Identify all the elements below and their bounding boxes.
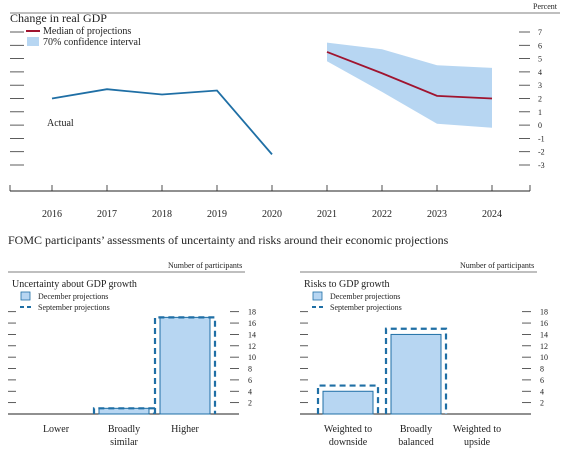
panel-y-tick-label: 16 [248, 319, 256, 328]
participants-label: Number of participants [460, 261, 534, 270]
category-label: Higher [171, 424, 199, 435]
gdp-y-tick-label: 7 [538, 28, 542, 37]
september-bar [316, 384, 380, 414]
gdp-y-tick-label: -2 [538, 148, 545, 157]
gdp-x-tick-label: 2023 [427, 209, 447, 220]
gdp-x-ticks: 2016 2017 2018 2019 2020 2021 2022 2023 2024 [9, 185, 531, 220]
median-line [326, 51, 493, 100]
panel-title: Risks to GDP growth [304, 279, 389, 290]
legend-september-label: September projections [38, 303, 110, 312]
legend-december-label: December projections [38, 292, 108, 301]
december-bar [390, 333, 442, 415]
section-heading: FOMC participants’ assessments of uncert… [8, 233, 449, 247]
gdp-y-tick-label: -1 [538, 134, 545, 143]
panel-y-tick-label: 2 [248, 399, 252, 408]
september-bar [384, 327, 448, 414]
panel-y-tick-label: 8 [540, 365, 544, 374]
panel-y-tick-label: 18 [540, 308, 548, 317]
category-label: downside [329, 437, 368, 448]
panel-y-tick-label: 2 [540, 399, 544, 408]
gdp-left-ticks [10, 31, 24, 166]
category-label: Weighted to [324, 424, 372, 435]
gdp-x-tick-label: 2020 [262, 209, 282, 220]
panel-y-tick-label: 18 [248, 308, 256, 317]
legend-december-swatch [312, 291, 323, 301]
december-bar [322, 390, 374, 415]
panel-y-tick-label: 4 [248, 387, 252, 396]
panel-y-tick-label: 4 [540, 387, 544, 396]
gdp-x-tick-label: 2019 [207, 209, 227, 220]
panel-y-tick-label: 14 [248, 330, 256, 339]
gdp-x-tick-label: 2021 [317, 209, 337, 220]
panel-y-tick-label: 12 [248, 342, 256, 351]
gdp-y-tick-label: 4 [538, 68, 542, 77]
gdp-legend: Median of projections 70% confidence int… [26, 26, 141, 48]
gdp-x-tick-label: 2024 [482, 209, 502, 220]
legend-december-swatch [20, 291, 31, 301]
participants-label: Number of participants [168, 261, 242, 270]
september-bar [92, 407, 156, 414]
panel-y-tick-label: 10 [248, 353, 256, 362]
gdp-x-tick-label: 2017 [97, 209, 117, 220]
actual-line [51, 88, 273, 155]
category-label: Weighted to [453, 424, 501, 435]
category-label: upside [464, 437, 491, 448]
gdp-y-tick-label: 6 [538, 41, 542, 50]
category-label: Lower [43, 424, 70, 435]
gdp-y-tick-label: 0 [538, 121, 542, 130]
series-lines [51, 51, 493, 155]
panel-y-tick-label: 16 [540, 319, 548, 328]
legend-december-label: December projections [330, 292, 400, 301]
category-label: Broadly [108, 424, 140, 435]
risks-panel: Number of participants Risks to GDP growt… [300, 261, 548, 448]
september-bar [153, 316, 217, 414]
actual-annotation: Actual [47, 118, 74, 129]
panel-y-tick-label: 12 [540, 342, 548, 351]
category-label: similar [110, 437, 138, 448]
legend-september-label: September projections [330, 303, 402, 312]
legend-band-swatch [27, 37, 39, 46]
gdp-x-tick-label: 2018 [152, 209, 172, 220]
gdp-right-ticks: 7 6 5 4 3 2 1 0 -1 -2 -3 [519, 28, 545, 170]
gdp-y-tick-label: 1 [538, 108, 542, 117]
panel-y-tick-label: 14 [540, 330, 548, 339]
category-label: Broadly [400, 424, 432, 435]
legend-band-label: 70% confidence interval [43, 37, 141, 48]
gdp-y-tick-label: -3 [538, 161, 545, 170]
gdp-x-tick-label: 2022 [372, 209, 392, 220]
panel-y-tick-label: 8 [248, 365, 252, 374]
gdp-chart: Change in real GDP Percent 7 6 5 4 3 2 1 0 -1 -2 -… [9, 2, 560, 220]
panel-title: Uncertainty about GDP growth [12, 279, 137, 290]
panel-y-tick-label: 6 [248, 376, 252, 385]
panel-y-tick-label: 10 [540, 353, 548, 362]
panel-y-tick-label: 6 [540, 376, 544, 385]
gdp-y-tick-label: 3 [538, 81, 542, 90]
gdp-x-tick-label: 2016 [42, 209, 62, 220]
legend-median-label: Median of projections [43, 26, 131, 37]
gdp-y-tick-label: 2 [538, 95, 542, 104]
uncertainty-panel: Number of participants Uncertainty about … [8, 261, 256, 448]
category-label: balanced [398, 437, 434, 448]
gdp-chart-title: Change in real GDP [10, 11, 107, 25]
percent-label: Percent [533, 2, 558, 11]
december-bar [159, 316, 211, 415]
gdp-y-tick-label: 5 [538, 55, 542, 64]
